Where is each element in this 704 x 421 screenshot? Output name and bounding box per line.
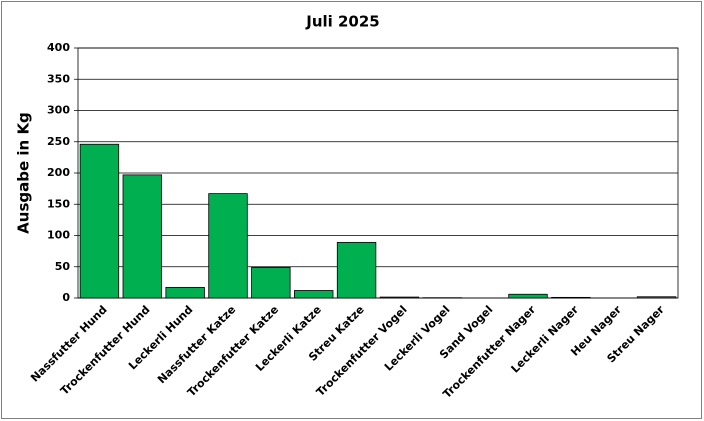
bar (336, 241, 377, 299)
bar (79, 143, 120, 299)
chart-title: Juli 2025 (305, 13, 380, 31)
y-tick-label: 350 (47, 72, 70, 85)
bar (122, 174, 162, 299)
bar (379, 296, 420, 299)
y-tick-label: 200 (47, 166, 70, 179)
bar (636, 296, 677, 299)
y-tick-label: 50 (55, 260, 71, 273)
bar (251, 266, 291, 299)
bar (208, 193, 248, 299)
y-tick-label: 400 (47, 41, 70, 54)
bar (508, 293, 548, 299)
bar (294, 290, 334, 299)
y-axis-label: Ausgabe in Kg (15, 112, 33, 234)
y-tick-label: 100 (47, 229, 70, 242)
bar (165, 286, 205, 299)
bar (551, 296, 591, 299)
y-tick-label: 0 (62, 291, 70, 304)
y-tick-label: 300 (47, 104, 70, 117)
y-tick-label: 250 (47, 135, 70, 148)
y-tick-label: 150 (47, 197, 70, 210)
